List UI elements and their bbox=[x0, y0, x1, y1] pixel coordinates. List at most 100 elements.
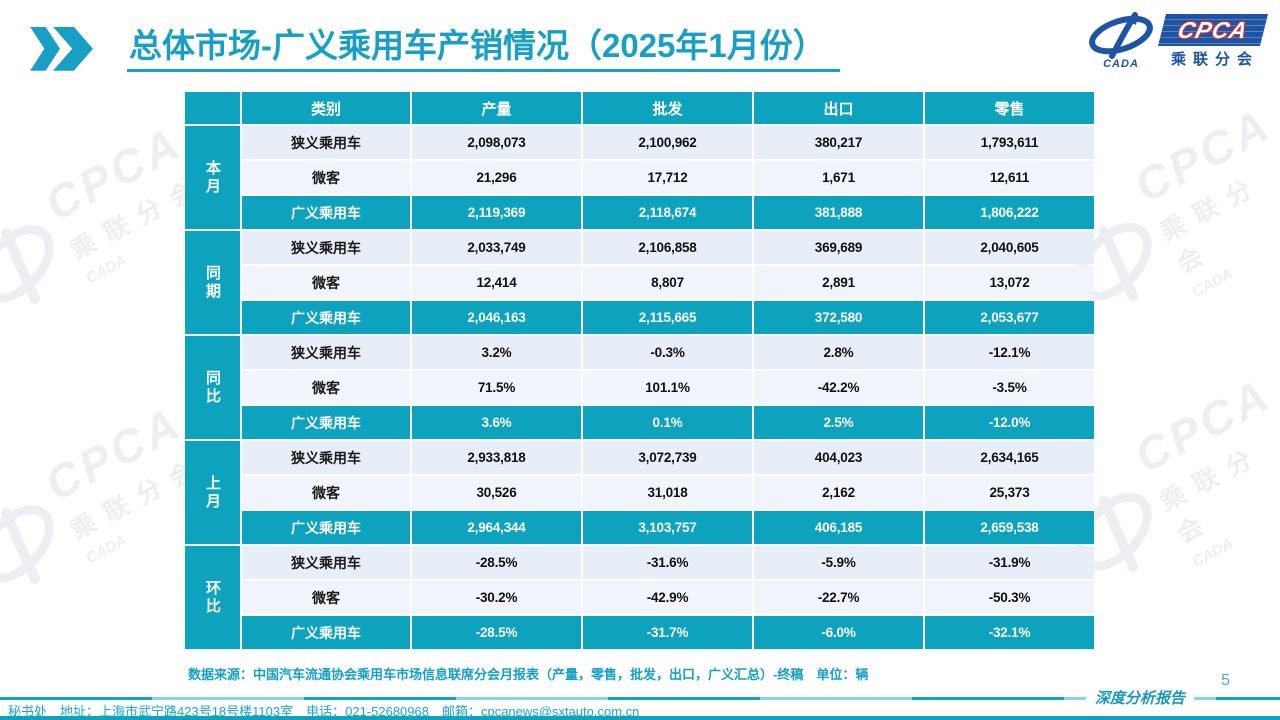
page-number: 5 bbox=[1221, 672, 1230, 689]
table-cell: 2,053,677 bbox=[925, 301, 1094, 334]
row-category: 广义乘用车 bbox=[242, 196, 410, 229]
table-cell: -31.9% bbox=[925, 546, 1094, 579]
table-cell: -42.2% bbox=[754, 371, 923, 404]
row-category: 微客 bbox=[242, 371, 410, 404]
table-cell: -31.6% bbox=[583, 546, 752, 579]
table-cell: 1,806,222 bbox=[925, 196, 1094, 229]
row-category: 广义乘用车 bbox=[242, 406, 410, 439]
col-header: 批发 bbox=[583, 92, 752, 124]
table-cell: 2.8% bbox=[754, 336, 923, 369]
row-category: 广义乘用车 bbox=[242, 616, 410, 649]
table-cell: 1,671 bbox=[754, 161, 923, 194]
data-table: 类别 产量 批发 出口 零售 本月 狭义乘用车 2,098,073 2,100,962 380,2… bbox=[185, 92, 1094, 649]
footer-divider-line bbox=[0, 697, 1280, 700]
row-category: 广义乘用车 bbox=[242, 511, 410, 544]
col-header: 零售 bbox=[925, 92, 1094, 124]
table-cell: 2,100,962 bbox=[583, 126, 752, 159]
table-cell: 101.1% bbox=[583, 371, 752, 404]
table-cell: 30,526 bbox=[412, 476, 581, 509]
table-cell: 2,115,665 bbox=[583, 301, 752, 334]
table-cell: 13,072 bbox=[925, 266, 1094, 299]
watermark-ellipse-icon bbox=[0, 210, 69, 317]
table-cell: -6.0% bbox=[754, 616, 923, 649]
table-cell: 2,033,749 bbox=[412, 231, 581, 264]
table-cell: -22.7% bbox=[754, 581, 923, 614]
row-category: 狭义乘用车 bbox=[242, 231, 410, 264]
table-cell: 3,072,739 bbox=[583, 441, 752, 474]
logo-ellipse-icon bbox=[1089, 12, 1153, 59]
row-category: 广义乘用车 bbox=[242, 301, 410, 334]
col-header: 类别 bbox=[242, 92, 410, 124]
group-label: 上月 bbox=[185, 441, 240, 544]
table-cell: 71.5% bbox=[412, 371, 581, 404]
table-cell: 12,414 bbox=[412, 266, 581, 299]
table-corner-cell bbox=[185, 92, 240, 124]
table-cell: 12,611 bbox=[925, 161, 1094, 194]
table-cell: 381,888 bbox=[754, 196, 923, 229]
table-cell: -5.9% bbox=[754, 546, 923, 579]
table-cell: 25,373 bbox=[925, 476, 1094, 509]
group-label: 同比 bbox=[185, 336, 240, 439]
table-cell: -28.5% bbox=[412, 546, 581, 579]
table-cell: 369,689 bbox=[754, 231, 923, 264]
table-cell: 2,118,674 bbox=[583, 196, 752, 229]
table-cell: 3.2% bbox=[412, 336, 581, 369]
group-label: 环比 bbox=[185, 546, 240, 649]
cpca-logo: CADA CPCA 乘联分会 bbox=[1086, 12, 1268, 70]
bottom-accent-strip bbox=[0, 716, 1280, 720]
row-category: 狭义乘用车 bbox=[242, 441, 410, 474]
table-cell: 2.5% bbox=[754, 406, 923, 439]
row-category: 狭义乘用车 bbox=[242, 546, 410, 579]
table-cell: 406,185 bbox=[754, 511, 923, 544]
logo-subtitle-text: 乘联分会 bbox=[1170, 50, 1259, 68]
row-category: 微客 bbox=[242, 161, 410, 194]
table-cell: 2,933,818 bbox=[412, 441, 581, 474]
col-header: 出口 bbox=[754, 92, 923, 124]
col-header: 产量 bbox=[412, 92, 581, 124]
table-cell: 3,103,757 bbox=[583, 511, 752, 544]
table-cell: -50.3% bbox=[925, 581, 1094, 614]
logo-cada-text: CADA bbox=[1103, 58, 1139, 70]
table-cell: 2,106,858 bbox=[583, 231, 752, 264]
table-cell: 3.6% bbox=[412, 406, 581, 439]
table-cell: 0.1% bbox=[583, 406, 752, 439]
logo-flag: CPCA bbox=[1158, 13, 1268, 46]
source-note: 数据来源：中国汽车流通协会乘用车市场信息联席分会月报表（产量，零售，批发，出口，… bbox=[188, 667, 869, 682]
row-category: 狭义乘用车 bbox=[242, 126, 410, 159]
table-cell: 8,807 bbox=[583, 266, 752, 299]
table-cell: 404,023 bbox=[754, 441, 923, 474]
table-cell: -31.7% bbox=[583, 616, 752, 649]
table-cell: 21,296 bbox=[412, 161, 581, 194]
table-cell: -42.9% bbox=[583, 581, 752, 614]
table-cell: -12.0% bbox=[925, 406, 1094, 439]
table-cell: 2,634,165 bbox=[925, 441, 1094, 474]
row-category: 微客 bbox=[242, 266, 410, 299]
table-cell: 2,119,369 bbox=[412, 196, 581, 229]
table-cell: 31,018 bbox=[583, 476, 752, 509]
table-cell: 2,162 bbox=[754, 476, 923, 509]
table-cell: 2,659,538 bbox=[925, 511, 1094, 544]
table-cell: 2,964,344 bbox=[412, 511, 581, 544]
table-cell: 372,580 bbox=[754, 301, 923, 334]
table-cell: 1,793,611 bbox=[925, 126, 1094, 159]
table-cell: 17,712 bbox=[583, 161, 752, 194]
contact-bar: 秘书处 地址：上海市武宁路423号18号楼1103室 电话：021-526809… bbox=[8, 704, 640, 719]
row-category: 微客 bbox=[242, 476, 410, 509]
table-cell: -32.1% bbox=[925, 616, 1094, 649]
table-cell: 2,046,163 bbox=[412, 301, 581, 334]
table-cell: -28.5% bbox=[412, 616, 581, 649]
logo-cpca-text: CPCA bbox=[1175, 16, 1251, 42]
group-label: 同期 bbox=[185, 231, 240, 334]
row-category: 微客 bbox=[242, 581, 410, 614]
table-cell: -3.5% bbox=[925, 371, 1094, 404]
group-label: 本月 bbox=[185, 126, 240, 229]
row-category: 狭义乘用车 bbox=[242, 336, 410, 369]
table-cell: 2,891 bbox=[754, 266, 923, 299]
table-cell: -0.3% bbox=[583, 336, 752, 369]
watermark-ellipse-icon bbox=[0, 490, 69, 597]
chevron-right-icon bbox=[30, 26, 60, 71]
table-cell: 2,098,073 bbox=[412, 126, 581, 159]
table-cell: -30.2% bbox=[412, 581, 581, 614]
page-title: 总体市场-广义乘用车产销情况（2025年1月份） bbox=[127, 26, 840, 72]
